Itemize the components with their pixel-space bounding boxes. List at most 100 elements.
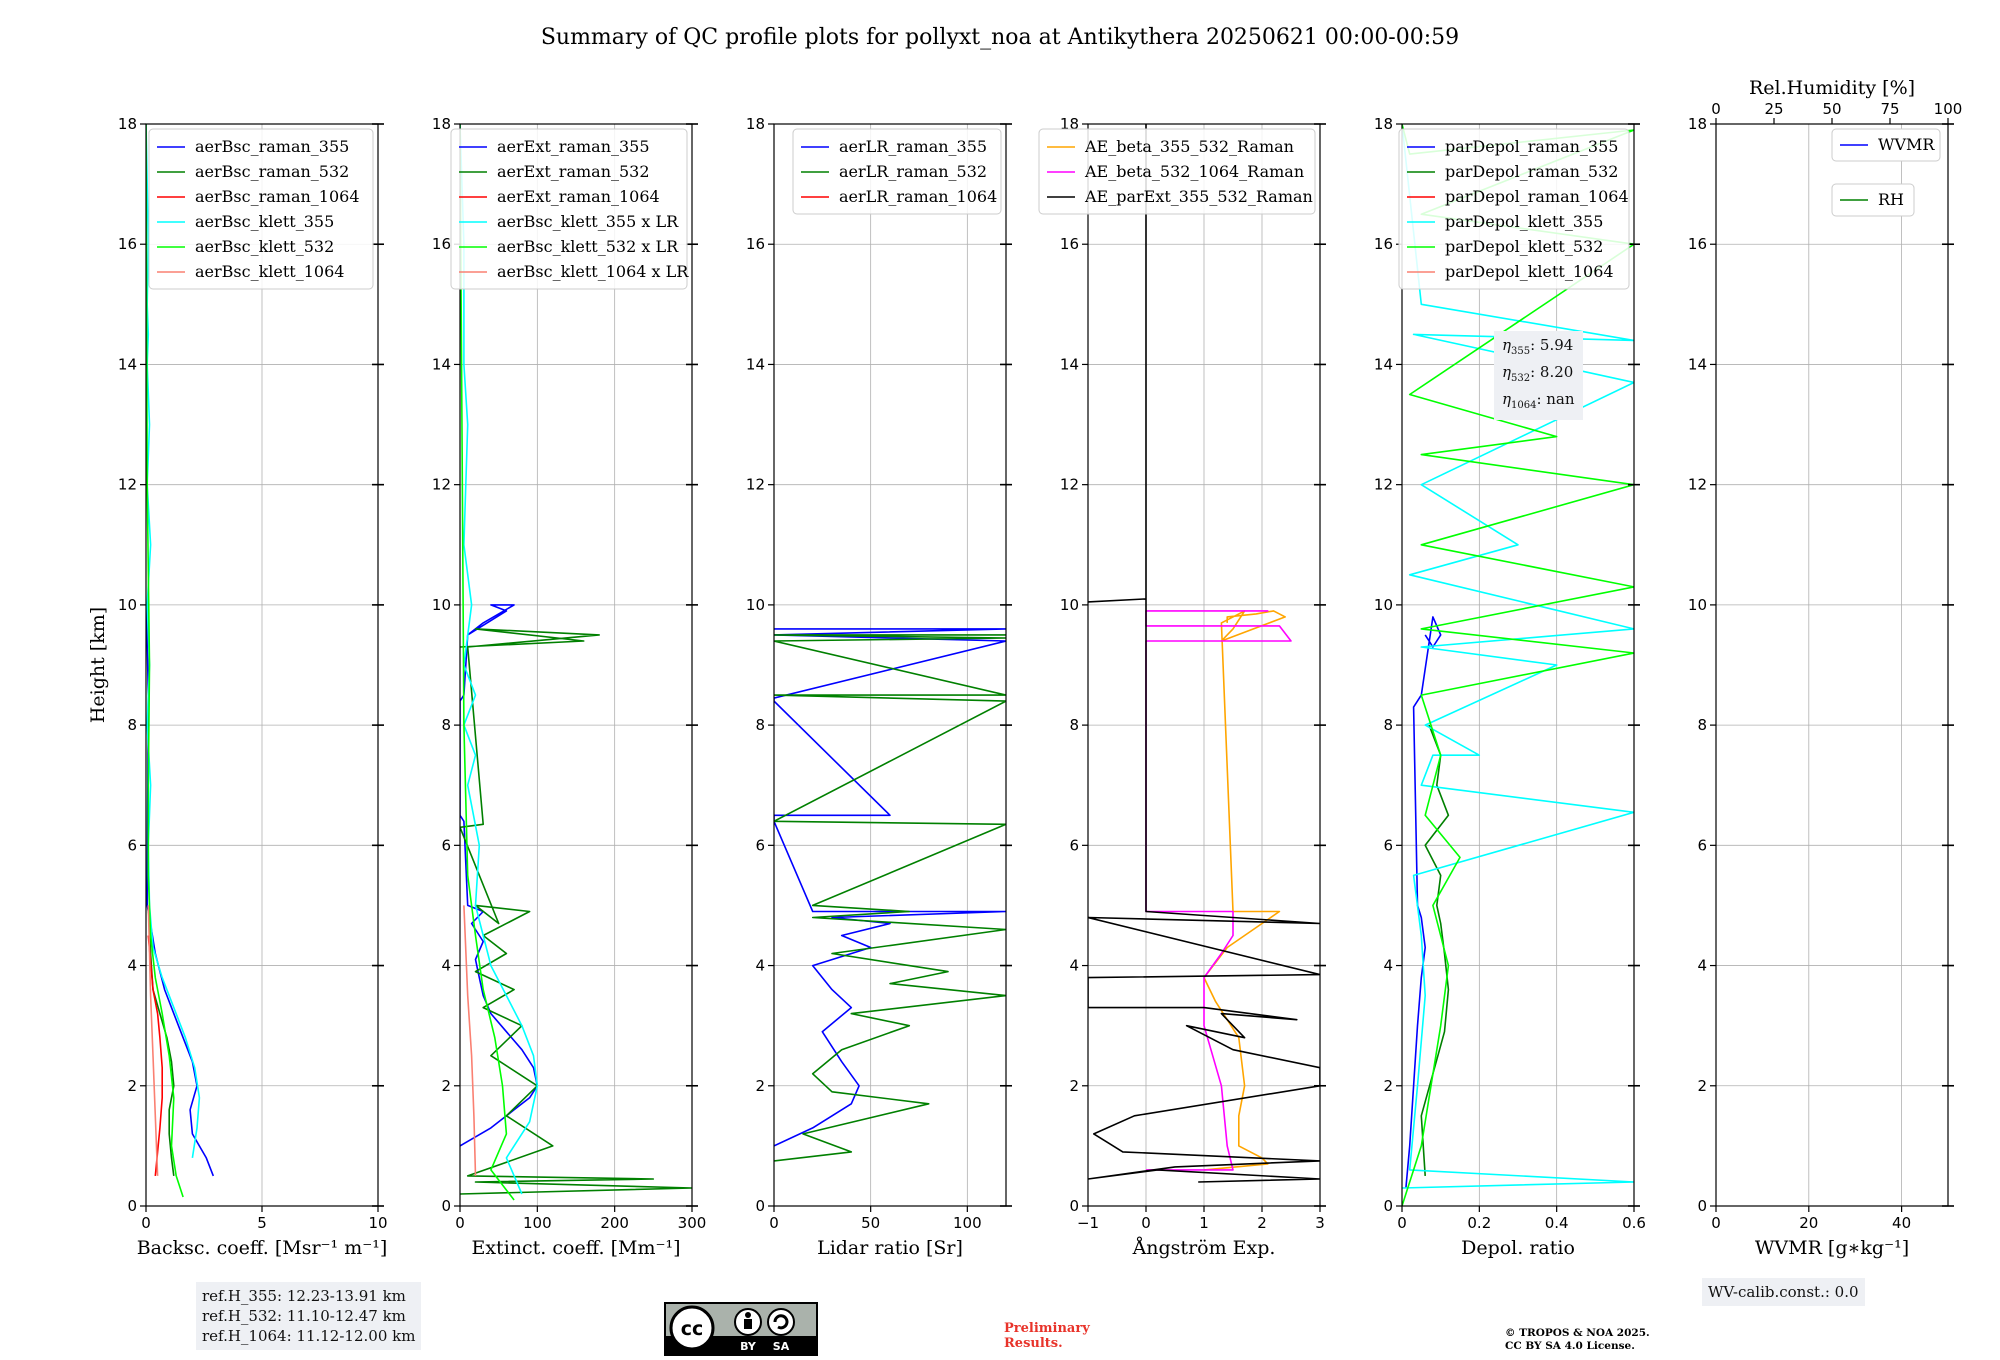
y-tick-label: 2: [1697, 1077, 1707, 1095]
y-tick-label: 8: [1383, 716, 1393, 734]
series-line: [1405, 616, 1442, 1189]
ref-height-355: ref.H_355: 12.23-13.91 km: [202, 1287, 406, 1305]
x-tick-label: 2: [1257, 1214, 1267, 1232]
y-tick-label: 12: [1688, 476, 1707, 494]
y-tick-label: 18: [432, 115, 451, 133]
x2-tick-label: 50: [1822, 100, 1841, 118]
y-tick-label: 10: [432, 596, 451, 614]
y-tick-label: 0: [1383, 1197, 1393, 1215]
y-tick-label: 12: [746, 476, 765, 494]
x-axis-label: Depol. ratio: [1461, 1237, 1575, 1259]
y-tick-label: 0: [755, 1197, 765, 1215]
y-tick-label: 2: [755, 1077, 765, 1095]
axes-frame: [773, 123, 1007, 1207]
x-tick-label: −1: [1077, 1214, 1099, 1232]
legend-label: aerBsc_raman_532: [195, 162, 349, 181]
legend-frame: [1831, 183, 1915, 217]
y-tick-label: 12: [1374, 476, 1393, 494]
legend-label: AE_beta_532_1064_Raman: [1084, 162, 1304, 181]
y-tick-label: 6: [1069, 836, 1079, 854]
y-tick-label: 14: [1374, 355, 1393, 373]
x-tick-label: 100: [953, 1214, 982, 1232]
x-tick-label: 0: [455, 1214, 465, 1232]
y-tick-label: 18: [118, 115, 137, 133]
x2-tick-label: 75: [1880, 100, 1899, 118]
series-group: [146, 124, 215, 1198]
series-line: [147, 905, 159, 1176]
y-tick-label: 0: [1069, 1197, 1079, 1215]
panel-2: 0 2 4 6 8 10 12 14 16 18 0 100 200 300 Extinct. coeff.…: [432, 115, 706, 1259]
svg-text:SA: SA: [773, 1340, 790, 1353]
y-tick-label: 6: [1697, 836, 1707, 854]
y-tick-label: 16: [746, 235, 765, 253]
y-tick-label: 10: [1374, 596, 1393, 614]
eta-1064: η1064: nan: [1502, 390, 1575, 411]
y-tick-label: 18: [1374, 115, 1393, 133]
y-tick-label: 6: [1383, 836, 1393, 854]
x-tick-label: 50: [861, 1214, 880, 1232]
legend-label: parDepol_klett_1064: [1445, 262, 1614, 281]
series-line: [774, 634, 1006, 1162]
copyright-note: © TROPOS & NOA 2025. CC BY SA 4.0 Licens…: [1505, 1327, 1650, 1352]
x-tick-label: 20: [1799, 1214, 1818, 1232]
eta-355: η355: 5.94: [1502, 336, 1574, 357]
x-tick-label: 10: [368, 1214, 387, 1232]
y-tick-label: 14: [432, 355, 451, 373]
x-tick-label: 100: [523, 1214, 552, 1232]
panel-3: 0 2 4 6 8 10 12 14 16 18 0 50 100 Lidar ratio [Sr] aer…: [746, 115, 1012, 1259]
y-tick-label: 2: [1069, 1077, 1079, 1095]
axes-frame: [1715, 123, 1949, 1207]
series-line: [146, 124, 201, 1159]
x-tick-label: 0.2: [1467, 1214, 1491, 1232]
legend: aerLR_raman_355 aerLR_raman_532 aerLR_rama…: [792, 128, 1002, 215]
y-tick-label: 2: [441, 1077, 451, 1095]
legend-label: aerBsc_klett_1064 x LR: [497, 262, 689, 281]
legend-label: aerBsc_klett_532: [195, 237, 334, 256]
x-tick-label: 1: [1199, 1214, 1209, 1232]
y-tick-label: 6: [441, 836, 451, 854]
legend-frame: [148, 128, 374, 290]
x-tick-label: 300: [678, 1214, 707, 1232]
legend-frame: [792, 128, 1002, 215]
series-group: [1088, 124, 1320, 1183]
series-line: [460, 124, 515, 1201]
legend: parDepol_raman_355 parDepol_raman_532 parD…: [1398, 128, 1630, 290]
y-tick-label: 6: [127, 836, 137, 854]
ref-height-532: ref.H_532: 11.10-12.47 km: [202, 1307, 406, 1325]
x-axis-label: Backsc. coeff. [Msr⁻¹ m⁻¹]: [137, 1237, 388, 1259]
y-tick-label: 10: [1060, 596, 1079, 614]
y-tick-label: 12: [118, 476, 137, 494]
legend-label: AE_parExt_355_532_Raman: [1084, 187, 1313, 206]
y-tick-label: 8: [127, 716, 137, 734]
y-tick-label: 14: [746, 355, 765, 373]
y-tick-label: 8: [755, 716, 765, 734]
x-tick-label: 0.6: [1622, 1214, 1646, 1232]
y-tick-label: 10: [1688, 596, 1707, 614]
panel-5: 0 2 4 6 8 10 12 14 16 18 0 0.2 0.4 0.6 Depol. ratio par…: [1374, 115, 1646, 1259]
y-tick-label: 2: [1383, 1077, 1393, 1095]
axes-frame: [1401, 123, 1635, 1207]
x-tick-label: 200: [600, 1214, 629, 1232]
panel-1: 0 2 4 6 8 10 12 14 16 18 0 5 10 Backsc. coeff. [Msr⁻¹…: [118, 115, 388, 1259]
y-tick-label: 14: [118, 355, 137, 373]
legend-label: AE_beta_355_532_Raman: [1084, 137, 1294, 156]
legend: aerExt_raman_355 aerExt_raman_532 aerExt_r…: [450, 128, 689, 290]
legend-label: WVMR: [1878, 135, 1935, 154]
x-axis-label: Ångström Exp.: [1132, 1237, 1276, 1259]
series-line: [460, 124, 539, 1195]
y-tick-label: 10: [118, 596, 137, 614]
legend-frame: [1398, 128, 1630, 290]
legend-label: aerLR_raman_1064: [839, 187, 997, 206]
legend-label: aerBsc_klett_1064: [195, 262, 344, 281]
legend-label: aerBsc_raman_1064: [195, 187, 360, 206]
legend: AE_beta_355_532_Raman AE_beta_532_1064_Ra…: [1038, 128, 1316, 215]
legend-label: RH: [1878, 190, 1904, 209]
y-tick-label: 14: [1060, 355, 1079, 373]
legend-label: aerBsc_klett_355: [195, 212, 334, 231]
y-tick-label: 0: [441, 1197, 451, 1215]
legend-label: aerBsc_klett_355 x LR: [497, 212, 679, 231]
y-tick-label: 4: [127, 957, 137, 975]
